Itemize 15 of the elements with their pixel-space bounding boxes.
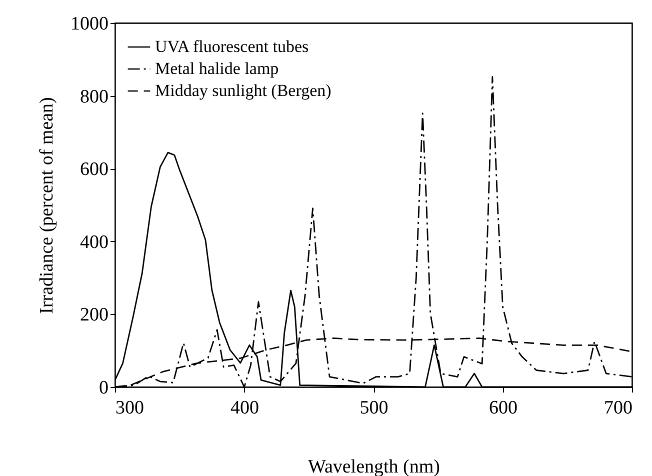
x-tick-label: 700 xyxy=(604,398,632,418)
x-tick-label: 600 xyxy=(489,398,518,418)
x-tick-label: 500 xyxy=(360,398,388,418)
legend-label: Metal halide lamp xyxy=(155,59,279,78)
y-axis-title: Irradiance (percent of mean) xyxy=(36,97,58,314)
y-tick-label: 800 xyxy=(80,86,108,108)
legend-label: UVA fluorescent tubes xyxy=(155,37,309,56)
x-tick-label: 300 xyxy=(116,398,144,418)
x-tick-label: 400 xyxy=(230,398,259,418)
y-tick-label: 400 xyxy=(80,232,108,253)
y-tick-label: 1000 xyxy=(70,14,108,34)
legend-label: Midday sunlight (Bergen) xyxy=(155,81,332,100)
y-tick-label: 0 xyxy=(99,378,108,398)
y-tick-label: 200 xyxy=(80,304,108,326)
y-tick-label: 600 xyxy=(80,159,108,180)
